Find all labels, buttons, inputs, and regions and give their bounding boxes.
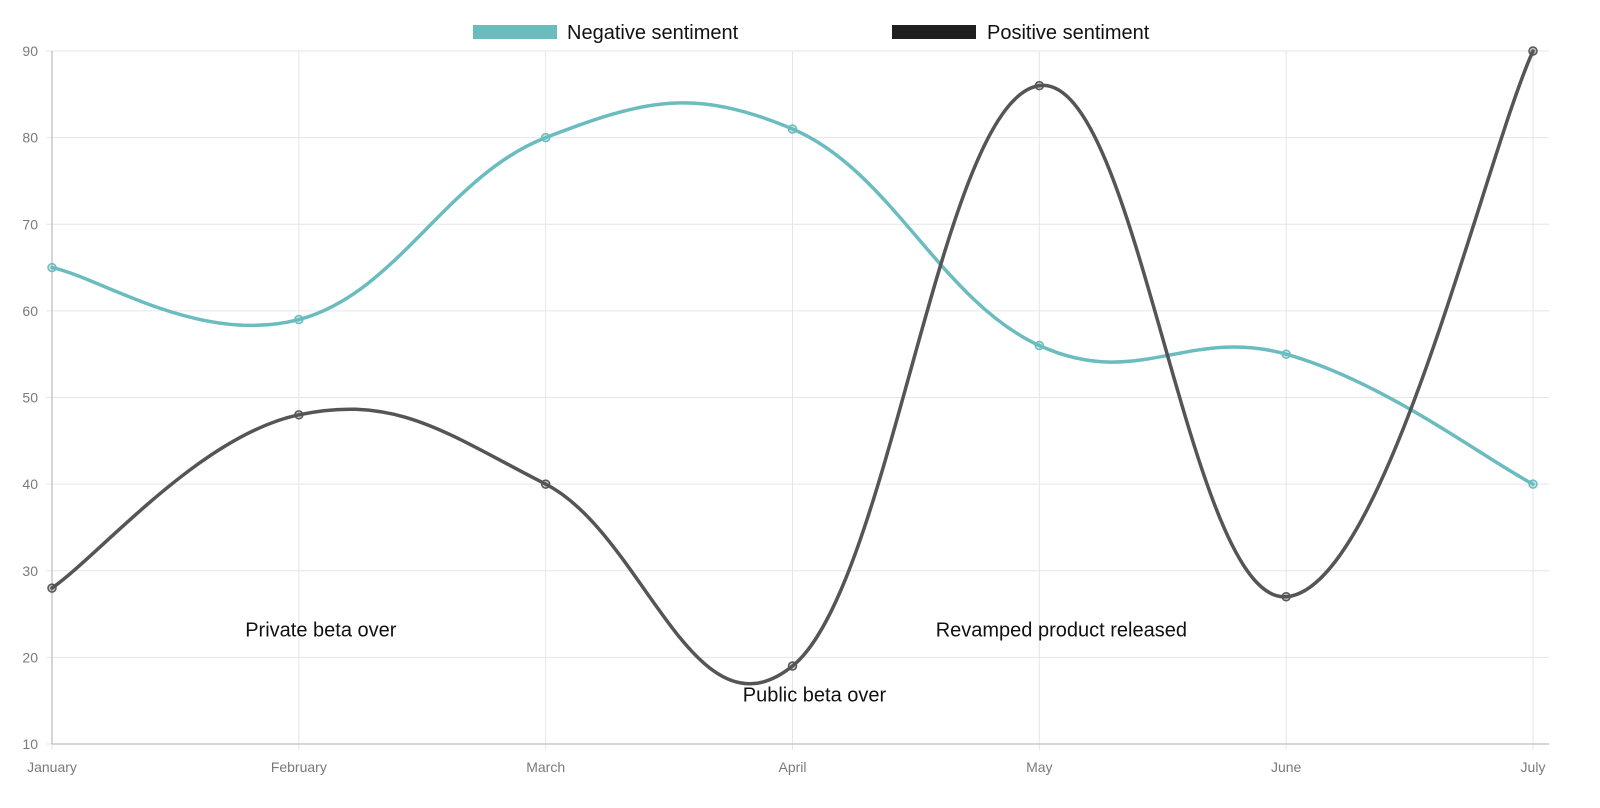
y-tick-label: 50 xyxy=(22,390,38,406)
data-point-positive-sentiment[interactable] xyxy=(1281,591,1291,602)
legend-swatch xyxy=(473,25,557,39)
data-point-positive-sentiment[interactable] xyxy=(294,410,304,420)
x-tick-label: June xyxy=(1271,759,1302,775)
data-point-negative-sentiment[interactable] xyxy=(540,132,551,143)
grid-lines xyxy=(46,50,1549,750)
y-tick-label: 20 xyxy=(22,649,38,665)
y-tick-label: 10 xyxy=(22,736,38,752)
legend-item-positive-sentiment[interactable]: Positive sentiment xyxy=(892,22,1150,44)
data-point-negative-sentiment[interactable] xyxy=(1034,340,1045,351)
y-tick-label: 80 xyxy=(22,130,38,146)
y-tick-label: 70 xyxy=(22,216,38,232)
data-point-negative-sentiment[interactable] xyxy=(1528,479,1538,489)
x-tick-label: January xyxy=(27,759,77,775)
data-point-positive-sentiment[interactable] xyxy=(787,661,798,671)
legend-label: Positive sentiment xyxy=(987,22,1150,44)
legend[interactable]: Negative sentiment Positive sentiment xyxy=(473,22,1150,44)
legend-label: Negative sentiment xyxy=(567,22,739,44)
tick-labels: 10 20 30 40 50 60 70 80 90 January February March Ap… xyxy=(22,43,1545,775)
data-point-negative-sentiment[interactable] xyxy=(1281,349,1291,359)
data-point-positive-sentiment[interactable] xyxy=(1528,46,1538,56)
data-points xyxy=(47,46,1538,671)
legend-swatch xyxy=(892,25,976,39)
x-tick-label: April xyxy=(778,759,806,775)
axes xyxy=(51,51,1549,745)
y-tick-label: 60 xyxy=(22,303,38,319)
x-tick-label: February xyxy=(271,759,327,775)
x-tick-label: May xyxy=(1026,759,1052,775)
data-point-negative-sentiment[interactable] xyxy=(47,262,57,273)
annotations: Private beta over Public beta over Revampe… xyxy=(245,620,1187,707)
data-point-negative-sentiment[interactable] xyxy=(294,314,304,325)
y-tick-label: 30 xyxy=(22,563,38,579)
y-tick-label: 40 xyxy=(22,476,38,492)
x-tick-label: July xyxy=(1521,759,1546,775)
series-line-negative-sentiment xyxy=(50,101,1535,486)
annotation-label: Revamped product released xyxy=(936,620,1187,642)
legend-item-negative-sentiment[interactable]: Negative sentiment xyxy=(473,22,739,44)
data-point-positive-sentiment[interactable] xyxy=(1034,80,1045,91)
y-tick-label: 90 xyxy=(22,43,38,59)
annotation-label: Private beta over xyxy=(245,620,397,642)
data-point-negative-sentiment[interactable] xyxy=(787,124,798,134)
x-tick-label: March xyxy=(526,759,565,775)
series-lines xyxy=(50,49,1535,686)
data-point-positive-sentiment[interactable] xyxy=(47,583,57,593)
data-point-positive-sentiment[interactable] xyxy=(540,479,551,489)
series-line-positive-sentiment xyxy=(50,49,1535,686)
annotation-label: Public beta over xyxy=(743,685,887,707)
